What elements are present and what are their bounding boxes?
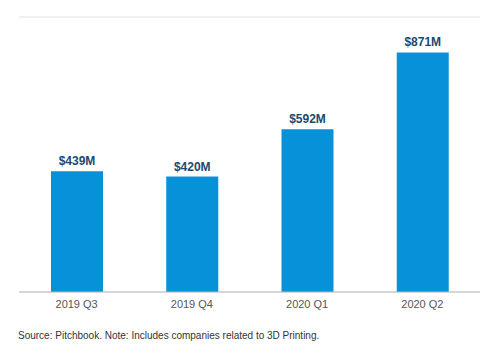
svg-text:$439M: $439M [59, 154, 96, 168]
svg-text:2019 Q4: 2019 Q4 [171, 298, 213, 310]
svg-text:$592M: $592M [289, 112, 326, 126]
svg-text:2019 Q3: 2019 Q3 [56, 298, 98, 310]
svg-text:$420M: $420M [174, 160, 211, 174]
svg-text:2020 Q1: 2020 Q1 [286, 298, 328, 310]
svg-text:$871M: $871M [404, 35, 441, 49]
svg-text:2020 Q2: 2020 Q2 [401, 298, 443, 310]
html-text:Source: Pitchbook. Note: Inclu: Source: Pitchbook. Note: Includes compan… [18, 330, 320, 341]
